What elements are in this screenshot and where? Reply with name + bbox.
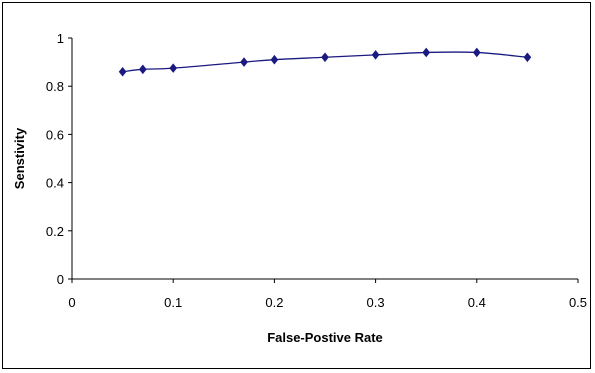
chart-axes — [71, 38, 578, 280]
data-point — [138, 64, 147, 75]
y-tick-label: 1 — [57, 31, 64, 46]
data-point — [118, 66, 127, 77]
y-axis-title: Senstivity — [12, 127, 27, 189]
data-point — [523, 52, 532, 63]
x-tick-label: 0.4 — [468, 295, 486, 310]
y-tick-label: 0.4 — [46, 176, 64, 191]
y-tick-label: 0.8 — [46, 79, 64, 94]
x-tick-label: 0.5 — [569, 295, 587, 310]
series-markers — [118, 47, 532, 77]
y-tick-label: 0.6 — [46, 127, 64, 142]
x-tick-label: 0.3 — [367, 295, 385, 310]
data-point — [169, 63, 178, 73]
x-tick-label: 0.2 — [265, 295, 283, 310]
data-point — [270, 54, 279, 65]
data-point — [240, 57, 248, 67]
data-point — [472, 47, 481, 58]
x-tick-label: 0 — [68, 295, 75, 310]
series-line — [122, 51, 528, 73]
y-tick-label: 0.2 — [46, 224, 64, 239]
chart-frame — [2, 2, 591, 369]
x-tick-label: 0.1 — [164, 295, 182, 310]
y-tick-label: 0 — [57, 272, 64, 287]
data-point — [371, 50, 380, 60]
data-point — [321, 52, 329, 63]
data-point — [422, 47, 431, 58]
chart-ticks: 0 0.1 0.2 0.3 0.4 0.5 0 0.2 0.4 0.6 0.8 1 — [46, 31, 587, 310]
x-axis-title: False-Postive Rate — [267, 330, 383, 345]
